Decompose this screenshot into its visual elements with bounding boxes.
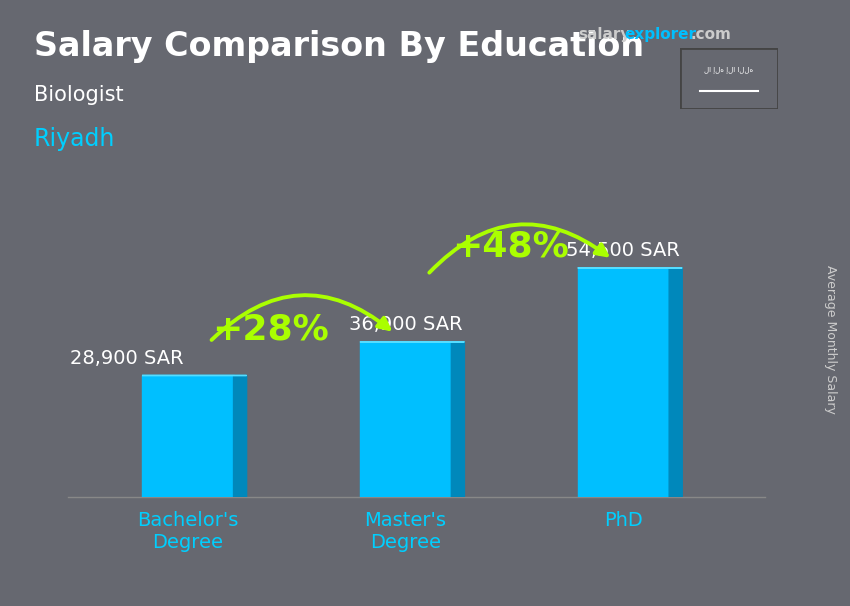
Bar bbox=[360, 342, 451, 497]
Polygon shape bbox=[234, 376, 246, 497]
Text: salary: salary bbox=[578, 27, 631, 42]
Text: +28%: +28% bbox=[212, 312, 329, 346]
Text: Riyadh: Riyadh bbox=[34, 127, 116, 152]
Polygon shape bbox=[669, 268, 683, 497]
Bar bbox=[578, 268, 669, 497]
Text: .com: .com bbox=[690, 27, 731, 42]
Bar bbox=[142, 376, 234, 497]
Text: Average Monthly Salary: Average Monthly Salary bbox=[824, 265, 837, 414]
Polygon shape bbox=[451, 342, 464, 497]
Text: Salary Comparison By Education: Salary Comparison By Education bbox=[34, 30, 644, 63]
Text: 54,500 SAR: 54,500 SAR bbox=[566, 241, 680, 261]
Text: 28,900 SAR: 28,900 SAR bbox=[70, 349, 184, 368]
Text: 36,900 SAR: 36,900 SAR bbox=[348, 315, 462, 335]
Text: Biologist: Biologist bbox=[34, 85, 123, 105]
Text: explorer: explorer bbox=[625, 27, 697, 42]
Text: +48%: +48% bbox=[452, 230, 569, 264]
Text: لا إله إلا الله: لا إله إلا الله bbox=[705, 66, 753, 73]
